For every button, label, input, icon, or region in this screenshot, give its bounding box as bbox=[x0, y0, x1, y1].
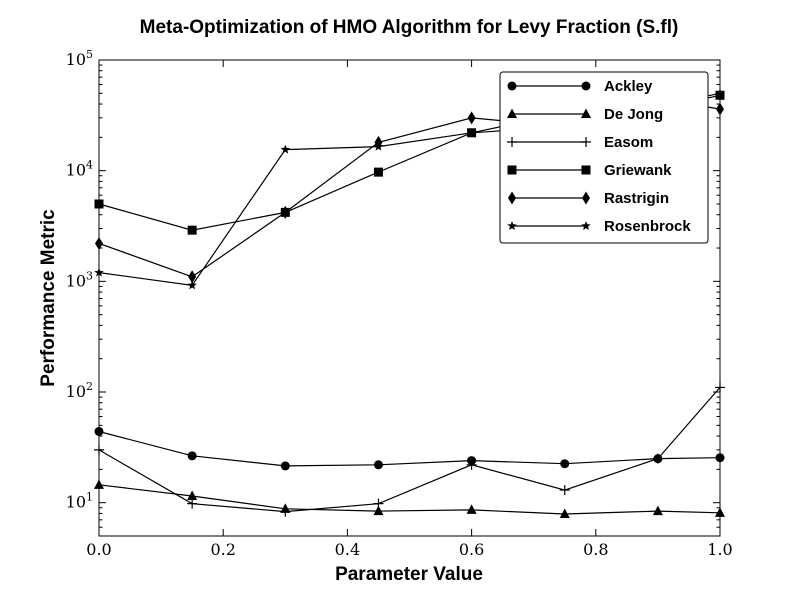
y-tick-label: 101 bbox=[66, 491, 93, 512]
legend-item-rastrigin: Rastrigin bbox=[508, 190, 669, 207]
data-point bbox=[188, 270, 197, 284]
data-point bbox=[281, 205, 290, 219]
x-tick-label: 0.0 bbox=[86, 540, 111, 559]
series-de-jong bbox=[94, 479, 725, 519]
data-point bbox=[280, 506, 291, 517]
data-point bbox=[559, 508, 570, 519]
legend-marker bbox=[582, 191, 590, 205]
data-point bbox=[373, 167, 383, 177]
data-point bbox=[466, 127, 477, 137]
data-point bbox=[559, 485, 570, 496]
data-point bbox=[187, 451, 197, 461]
y-tick-label: 105 bbox=[66, 48, 93, 69]
x-tick-label: 0.2 bbox=[210, 540, 235, 559]
data-point bbox=[187, 280, 197, 290]
legend-marker bbox=[581, 165, 591, 175]
legend-label: De Jong bbox=[604, 106, 663, 123]
legend-marker bbox=[581, 221, 591, 231]
series-ackley bbox=[94, 426, 725, 471]
data-point bbox=[280, 461, 290, 471]
data-point bbox=[466, 459, 477, 470]
legend-item-ackley: Ackley bbox=[507, 78, 653, 95]
x-axis-label: Parameter Value bbox=[335, 564, 483, 585]
legend-item-rosenbrock: Rosenbrock bbox=[507, 218, 691, 235]
legend: Ackley De Jong Easom Griewank Rastrigin Rosen… bbox=[499, 71, 709, 244]
legend-label: Rosenbrock bbox=[604, 218, 691, 235]
data-point bbox=[466, 504, 477, 514]
legend-label: Griewank bbox=[604, 162, 672, 179]
data-point bbox=[373, 460, 383, 470]
data-point bbox=[560, 459, 570, 469]
data-point bbox=[652, 453, 663, 464]
legend-item-de-jong: De Jong bbox=[507, 106, 663, 123]
legend-label: Easom bbox=[604, 134, 653, 151]
legend-marker bbox=[508, 191, 516, 205]
chart-title: Meta-Optimization of HMO Algorithm for L… bbox=[140, 17, 679, 38]
data-point bbox=[187, 225, 197, 235]
legend-marker bbox=[507, 81, 517, 91]
legend-frame bbox=[499, 71, 709, 244]
y-tick-label: 104 bbox=[66, 159, 93, 180]
data-point bbox=[187, 498, 198, 509]
legend-marker bbox=[507, 221, 517, 231]
series-easom bbox=[94, 382, 725, 517]
legend-label: Rastrigin bbox=[604, 190, 669, 207]
y-axis-label: Performance Metric bbox=[38, 209, 59, 387]
series-line bbox=[98, 430, 721, 467]
data-point bbox=[373, 498, 384, 509]
data-point bbox=[187, 490, 198, 500]
legend-marker bbox=[581, 81, 591, 91]
legend-marker bbox=[581, 137, 591, 147]
legend-marker bbox=[581, 108, 591, 118]
data-point bbox=[467, 111, 476, 125]
legend-marker bbox=[507, 137, 517, 147]
series-line bbox=[98, 387, 721, 513]
y-tick-label: 103 bbox=[66, 269, 93, 290]
legend-label: Ackley bbox=[604, 78, 653, 95]
legend-marker bbox=[507, 165, 517, 175]
legend-marker bbox=[507, 108, 517, 118]
series-line bbox=[98, 484, 721, 515]
x-tick-label: 0.8 bbox=[583, 540, 608, 559]
legend-item-griewank: Griewank bbox=[507, 162, 672, 179]
data-point bbox=[373, 505, 384, 516]
y-tick-label: 102 bbox=[66, 380, 93, 401]
x-tick-label: 0.6 bbox=[459, 540, 484, 559]
data-point bbox=[373, 141, 384, 151]
legend-item-easom: Easom bbox=[507, 134, 653, 151]
tick-layer: 0.0 0.2 0.4 0.6 0.8 1.0 101 102 103 104 105 bbox=[66, 48, 733, 559]
data-point bbox=[280, 144, 291, 154]
x-tick-label: 0.4 bbox=[335, 540, 360, 559]
data-point bbox=[652, 505, 663, 516]
x-tick-label: 1.0 bbox=[707, 540, 732, 559]
